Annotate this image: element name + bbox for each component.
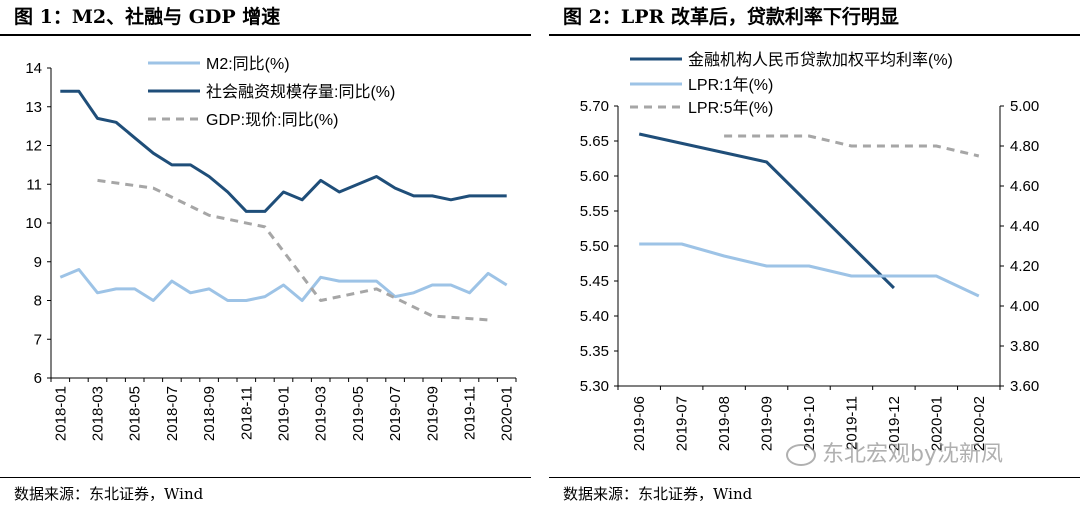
- right-right-y-tick-label: 4.80: [1010, 138, 1039, 155]
- right-right-y-tick-label: 3.60: [1010, 378, 1039, 395]
- right-x-tick-label: 2019-06: [631, 396, 648, 451]
- left-x-tick-label: 2019-05: [350, 386, 367, 441]
- left-x-tick-label: 2018-05: [127, 386, 144, 441]
- right-left-y-tick-label: 5.65: [580, 133, 609, 150]
- left-x-tick-label: 2018-07: [164, 386, 181, 441]
- right-right-y-tick-label: 5.00: [1010, 98, 1039, 115]
- left-chart-title: 图 1：M2、社融与 GDP 增速: [14, 6, 281, 28]
- left-x-tick-label: 2018-03: [90, 386, 107, 441]
- left-x-tick-label: 2019-07: [387, 386, 404, 441]
- right-legend-label: LPR:1年(%): [688, 76, 773, 94]
- right-x-tick-label: 2020-02: [971, 396, 988, 451]
- right-x-tick-label: 2020-01: [928, 396, 945, 451]
- left-legend-label: GDP:现价:同比(%): [206, 111, 338, 129]
- left-y-tick-label: 14: [25, 60, 42, 77]
- right-series-line-2: [639, 242, 980, 298]
- left-y-tick-label: 13: [25, 99, 42, 116]
- left-y-tick-label: 8: [34, 293, 42, 310]
- right-x-tick-label: 2019-08: [716, 396, 733, 451]
- right-left-y-tick-label: 5.35: [580, 343, 609, 360]
- watermark: 东北宏观by沈新凤: [786, 436, 1003, 468]
- left-y-tick-label: 10: [25, 215, 42, 232]
- right-right-y-tick-label: 4.40: [1010, 218, 1039, 235]
- right-left-y-tick-label: 5.45: [580, 273, 609, 290]
- right-x-tick-label: 2019-11: [843, 396, 860, 450]
- right-left-y-tick-label: 5.55: [580, 203, 609, 220]
- left-x-tick-label: 2019-03: [313, 386, 330, 441]
- right-right-y-tick-label: 4.00: [1010, 298, 1039, 315]
- left-y-tick-label: 6: [34, 370, 42, 387]
- right-x-tick-label: 2019-10: [801, 396, 818, 451]
- right-right-y-tick-label: 3.80: [1010, 338, 1039, 355]
- right-right-y-tick-label: 4.20: [1010, 258, 1039, 275]
- left-source-rule: [0, 477, 531, 478]
- right-series-line-3: [724, 134, 980, 158]
- right-title-rule: [549, 34, 1080, 36]
- left-x-tick-label: 2019-11: [462, 386, 479, 440]
- left-y-tick-label: 7: [34, 331, 42, 348]
- right-legend-label: LPR:5年(%): [688, 99, 773, 117]
- left-legend-label: 社会融资规模存量:同比(%): [206, 83, 395, 101]
- right-source-rule: [549, 477, 1080, 478]
- left-x-tick-label: 2020-01: [499, 386, 516, 441]
- right-x-tick-label: 2019-12: [886, 396, 903, 451]
- left-y-tick-label: 9: [34, 254, 42, 271]
- left-x-tick-label: 2019-09: [424, 386, 441, 441]
- left-y-tick-label: 12: [25, 138, 42, 155]
- right-x-tick-label: 2019-09: [759, 396, 776, 451]
- right-left-y-tick-label: 5.50: [580, 238, 609, 255]
- left-y-tick-label: 11: [26, 176, 42, 193]
- right-left-y-tick-label: 5.40: [580, 308, 609, 325]
- left-title-rule: [0, 34, 531, 36]
- left-chart: 6 7 8 9 10 11 12 13 14 2018-01 2018-03 2018-05 2018-…: [25, 55, 517, 441]
- left-source: 数据来源：东北证券，Wind: [14, 485, 204, 503]
- right-series-line-1: [638, 132, 895, 290]
- left-x-tick-label: 2018-09: [201, 386, 218, 441]
- left-x-tick-label: 2018-11: [238, 386, 255, 440]
- right-left-y-tick-label: 5.70: [580, 98, 609, 115]
- right-left-y-tick-label: 5.60: [580, 168, 609, 185]
- right-legend-label: 金融机构人民币贷款加权平均利率(%): [688, 51, 953, 69]
- left-series-line-2: [60, 89, 507, 213]
- right-left-y-tick-label: 5.30: [580, 378, 609, 395]
- wechat-icon: [786, 444, 816, 466]
- left-x-tick-label: 2018-01: [52, 386, 69, 441]
- watermark-text: 东北宏观by沈新凤: [822, 442, 1003, 467]
- right-x-tick-label: 2019-07: [674, 396, 691, 451]
- right-source: 数据来源：东北证券，Wind: [563, 485, 753, 503]
- left-legend-label: M2:同比(%): [206, 55, 290, 73]
- left-series-line-1: [59, 268, 508, 302]
- right-right-y-tick-label: 4.60: [1010, 178, 1039, 195]
- left-x-tick-label: 2019-01: [276, 386, 293, 441]
- right-chart-title: 图 2：LPR 改革后，贷款利率下行明显: [563, 6, 899, 28]
